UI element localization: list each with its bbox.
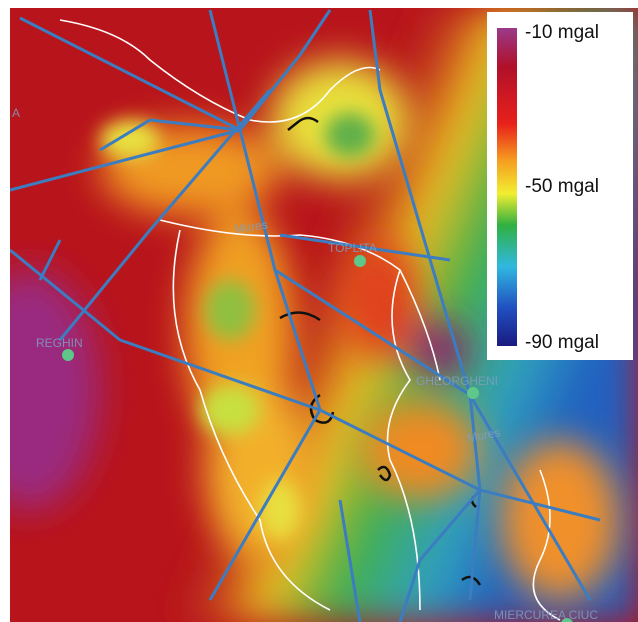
page: A REGHIN TOPLITA GHEORGHENI MIERCUREA CI… <box>0 0 638 622</box>
color-bar <box>497 28 517 346</box>
city-label: MIERCUREA CIUC <box>494 608 598 622</box>
city-marker <box>467 387 479 399</box>
legend-label: -10 mgal <box>525 22 599 43</box>
legend-label: -50 mgal <box>525 176 599 197</box>
map: A REGHIN TOPLITA GHEORGHENI MIERCUREA CI… <box>0 0 638 622</box>
city-label: TOPLITA <box>328 241 377 255</box>
legend-label: -90 mgal <box>525 332 599 353</box>
edge-label: A <box>12 106 20 120</box>
city-marker <box>354 255 366 267</box>
city-label: GHEORGHENI <box>416 374 498 388</box>
city-marker <box>62 349 74 361</box>
city-label: REGHIN <box>36 336 83 350</box>
legend: -10 mgal -50 mgal -90 mgal <box>487 12 633 360</box>
